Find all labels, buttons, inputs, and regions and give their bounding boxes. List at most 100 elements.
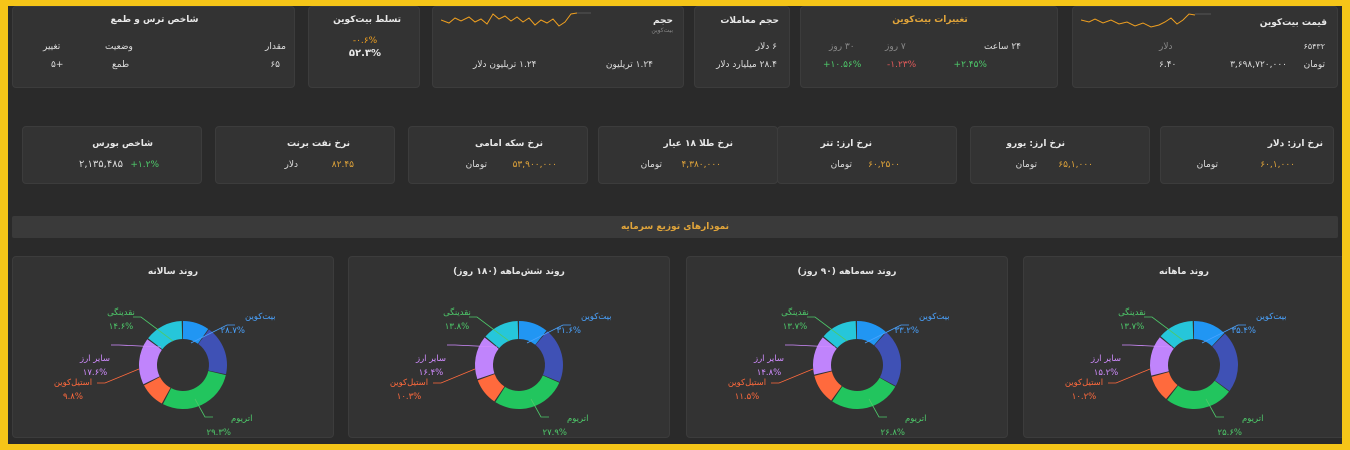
fear-greed-change-label: تغییر: [43, 42, 61, 52]
donut-slice-stablecoin: [1151, 372, 1178, 400]
donut-label-ethereum: اتریوم: [567, 414, 588, 424]
rate-value: ۸۲.۴۵: [331, 160, 354, 170]
donut-value-ethereum: ۲۵.۶%: [1218, 428, 1242, 438]
donut-label-other: سایر ارز: [753, 354, 784, 364]
rate-unit: تومان: [1196, 160, 1218, 170]
btc-price-dollar-value: ۶۵۴۳۲: [1303, 42, 1325, 51]
btc-changes-card: تغییرات بیت‌کوین ۲۴ ساعت ۷ روز ۳۰ روز +۲…: [800, 6, 1058, 88]
donut-label-bitcoin: بیت‌کوین: [1256, 312, 1287, 322]
volume-card: حجم بیت‌کوین ۱.۲۴ تریلیون ۱.۲۴ تریلیون د…: [432, 6, 684, 88]
volume-value-2: ۱.۲۴ تریلیون دلار: [473, 60, 537, 70]
donut-slice-bitcoin-part: [198, 329, 227, 375]
donut-slice-bitcoin: [519, 321, 547, 345]
donut-title: روند سالانه: [147, 267, 199, 277]
leader-line-other: [785, 344, 836, 348]
rate-card-bourse: شاخص بورس +۱.۲% ۲,۱۳۵,۴۸۵: [22, 126, 202, 184]
btc-price-card: قیمت بیت‌کوین دلار ۶۵۴۳۲ تومان ۳,۶۹۸,۷۲۰…: [1072, 6, 1338, 88]
fear-greed-change: +۵: [51, 60, 64, 70]
btc-price-toman-value: ۳,۶۹۸,۷۲۰,۰۰۰: [1230, 60, 1287, 70]
rate-card-coin: نرخ سکه امامی ۵۳,۹۰۰,۰۰۰ تومان: [408, 126, 588, 184]
rate-card-euro: نرخ ارز: یورو ۶۵,۱,۰۰۰ تومان: [970, 126, 1150, 184]
rate-title: نرخ ارز: تتر: [820, 139, 872, 149]
rate-value: ۵۳,۹۰۰,۰۰۰: [512, 160, 557, 170]
rate-title: نرخ ارز: یورو: [1006, 139, 1065, 149]
donut-slice-bitcoin: [857, 321, 886, 346]
donut-title: روند شش‌ماهه (۱۸۰ روز): [453, 267, 565, 277]
donut-value-bitcoin: ۳۳.۲%: [895, 326, 919, 336]
fear-greed-status-label: وضعیت: [105, 42, 133, 52]
leader-line-other: [111, 344, 162, 348]
volume-title: حجم: [652, 16, 673, 26]
fear-greed-card: شاخص ترس و طمع مقدار وضعیت تغییر ۶۵ طمع …: [12, 6, 295, 88]
donut-slice-ethereum: [832, 377, 896, 409]
volume-sparkline: [441, 12, 591, 27]
donut-value-bitcoin: ۲۸.۷%: [221, 326, 245, 336]
rate-change: +۱.۲%: [130, 160, 159, 170]
leader-line-cash: [807, 316, 848, 342]
rate-value: ۶۰,۱,۰۰۰: [1260, 160, 1295, 170]
btc-price-dollar-label: دلار: [1159, 42, 1173, 52]
rate-card-gold: نرخ طلا ۱۸ عیار ۴,۳۸۰,۰۰۰ تومان: [598, 126, 778, 184]
leader-line-stablecoin: [1108, 368, 1151, 384]
donut-label-bitcoin: بیت‌کوین: [581, 312, 612, 322]
leader-line-bitcoin: [190, 324, 235, 344]
leader-line-bitcoin: [1201, 324, 1246, 344]
btc-price-sparkline: [1081, 13, 1211, 28]
leader-line-cash: [469, 316, 510, 342]
donut-slice-bitcoin-part: [874, 332, 901, 386]
fear-greed-title: شاخص ترس و طمع: [110, 15, 199, 25]
donut-value-cash: ۱۳.۷%: [783, 322, 807, 332]
fear-greed-value-label: مقدار: [265, 42, 286, 52]
donut-label-stablecoin: استیل‌کوین: [390, 378, 428, 388]
donut-label-bitcoin: بیت‌کوین: [245, 312, 276, 322]
donut-value-ethereum: ۲۹.۳%: [207, 428, 231, 438]
donut-value-ethereum: ۲۷.۹%: [543, 428, 567, 438]
rate-value: ۲,۱۳۵,۴۸۵: [79, 159, 123, 170]
donut-label-ethereum: اتریوم: [231, 414, 252, 424]
donut-value-other: ۱۴.۸%: [757, 368, 781, 378]
donut-card-3month: روند سه‌ماهه (۹۰ روز) بیت‌کوین ۳۳.۲% اتریو…: [686, 256, 1008, 438]
donut-label-other: سایر ارز: [1090, 354, 1121, 364]
fear-greed-value: ۶۵: [270, 60, 280, 70]
btc-price-toman-label: تومان: [1303, 60, 1325, 70]
btc-changes-7d-label: ۷ روز: [885, 42, 906, 52]
donut-slice-ethereum: [495, 375, 560, 409]
volume-value-1: ۱.۲۴ تریلیون: [605, 60, 653, 70]
trade-volume-card: حجم معاملات ۶ دلار ۲۸.۴ میلیارد دلار: [694, 6, 790, 88]
donut-value-cash: ۱۳.۷%: [1120, 322, 1144, 332]
donut-card-monthly: روند ماهانه بیت‌کوین ۳۵.۴% اتریوم ۲۵.۶% استی…: [1023, 256, 1342, 438]
trade-volume-line-2: ۲۸.۴ میلیارد دلار: [716, 60, 777, 70]
donut-label-ethereum: اتریوم: [1242, 414, 1263, 424]
donut-title: روند سه‌ماهه (۹۰ روز): [797, 267, 897, 277]
volume-sub: بیت‌کوین: [651, 27, 673, 34]
donut-title: روند ماهانه: [1159, 267, 1209, 277]
trade-volume-title: حجم معاملات: [720, 16, 779, 26]
donut-label-cash: نقدینگی: [107, 307, 135, 318]
donut-value-stablecoin: ۹.۸%: [63, 392, 83, 402]
btc-price-toman-sub: ۶.۴۰: [1159, 60, 1177, 70]
donut-label-stablecoin: استیل‌کوین: [1065, 378, 1103, 388]
donut-value-stablecoin: ۱۰.۲%: [1072, 392, 1096, 402]
rate-card-tether: نرخ ارز: تتر ۶۰,۲۵۰۰ تومان: [777, 126, 957, 184]
donut-slice-stablecoin: [477, 374, 505, 402]
donut-label-other: سایر ارز: [79, 354, 110, 364]
donut-value-cash: ۱۴.۶%: [109, 322, 133, 332]
donut-label-cash: نقدینگی: [1118, 307, 1146, 318]
leader-line-ethereum: [194, 398, 213, 418]
rate-card-brent: نرخ نفت برنت ۸۲.۴۵ دلار: [215, 126, 395, 184]
donut-slice-other: [139, 339, 162, 385]
donut-value-bitcoin: ۳۱.۶%: [557, 326, 581, 336]
donut-value-other: ۱۶.۴%: [419, 368, 443, 378]
dominance-change: -۰.۶%: [352, 36, 378, 46]
leader-line-cash: [1144, 316, 1185, 342]
rate-unit: تومان: [640, 160, 662, 170]
donut-slice-ethereum: [1167, 380, 1229, 409]
dominance-value: ۵۲.۳%: [348, 48, 382, 59]
leader-line-stablecoin: [97, 368, 140, 384]
btc-changes-24h-label: ۲۴ ساعت: [983, 42, 1021, 52]
donut-label-stablecoin: استیل‌کوین: [728, 378, 766, 388]
